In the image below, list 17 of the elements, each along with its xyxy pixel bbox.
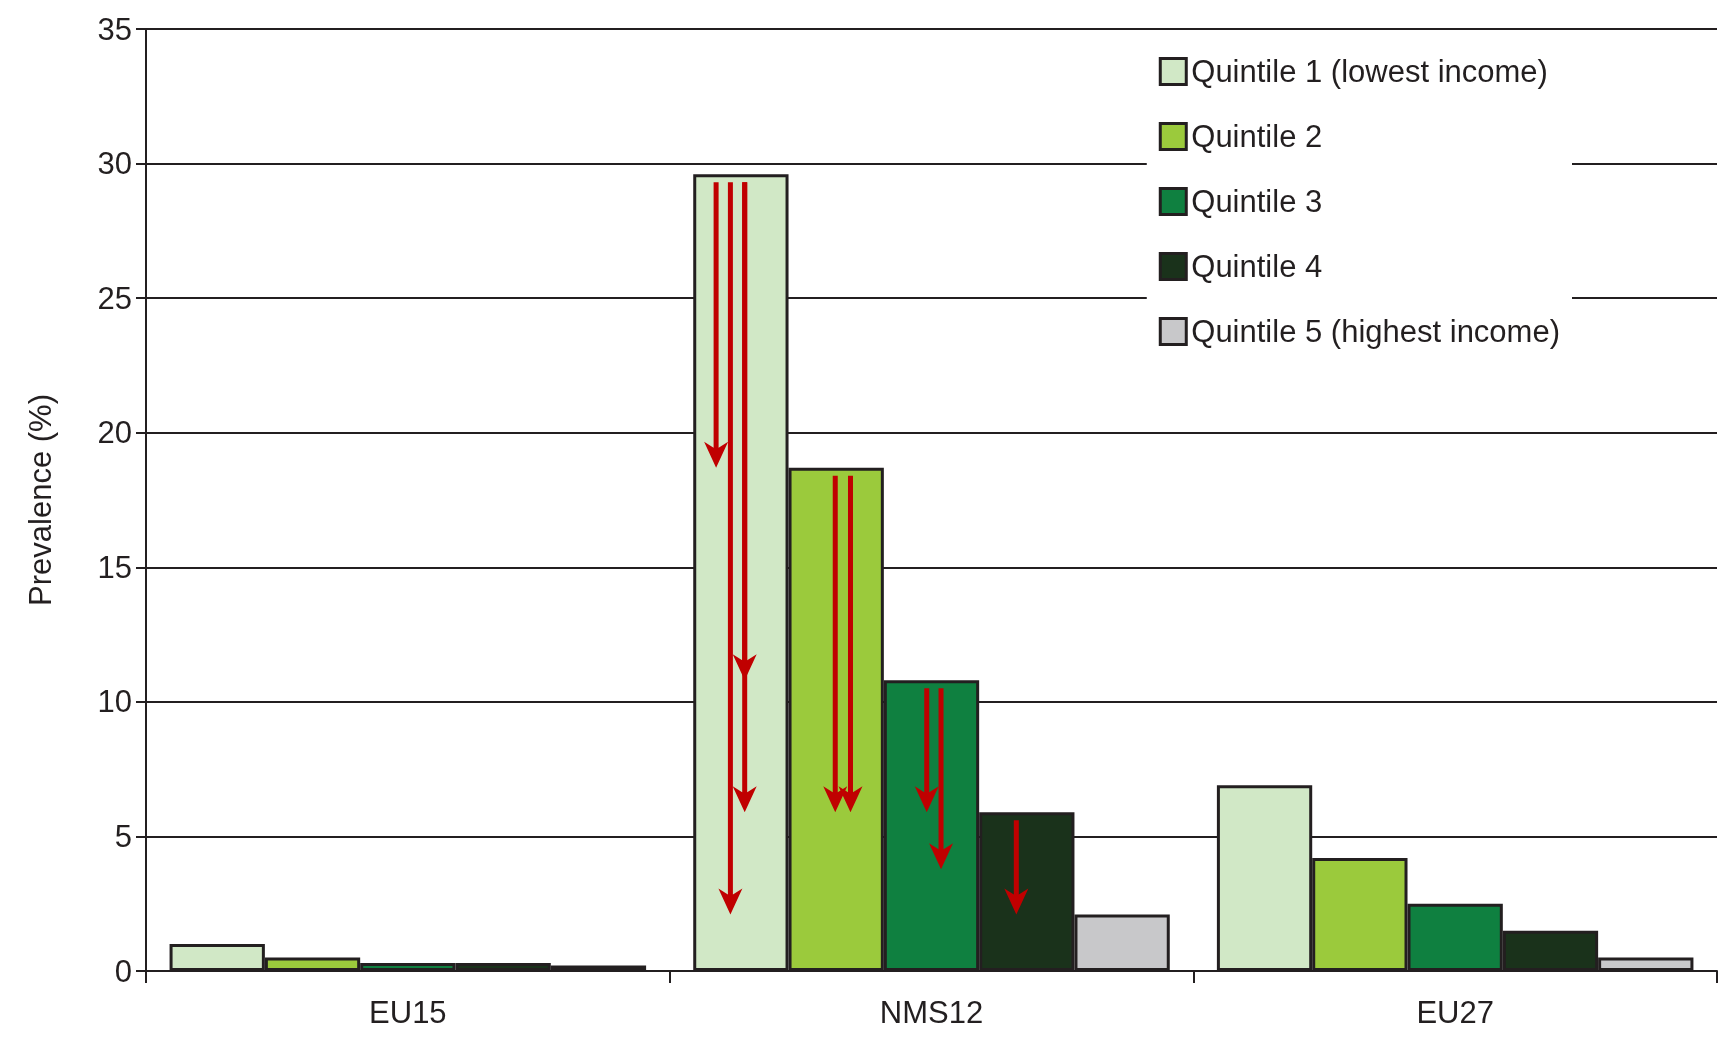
- legend-label: Quintile 4: [1191, 249, 1323, 284]
- y-tick-label: 0: [114, 953, 132, 989]
- y-tick-label: 5: [114, 818, 132, 854]
- x-tick-label: EU15: [369, 995, 447, 1030]
- y-tick-label: 25: [97, 280, 132, 316]
- x-tick-label: NMS12: [879, 995, 984, 1030]
- y-tick-label: 15: [97, 549, 132, 585]
- y-tick-label: 30: [97, 146, 132, 182]
- x-tick-label: EU27: [1416, 995, 1494, 1030]
- legend-label: Quintile 2: [1191, 119, 1323, 154]
- y-tick-label: 20: [97, 415, 132, 451]
- legend-label: Quintile 1 (lowest income): [1191, 54, 1548, 89]
- y-tick-label: 10: [97, 684, 132, 720]
- y-tick-label: 35: [97, 11, 132, 47]
- legend-label: Quintile 3: [1191, 184, 1323, 219]
- legend-label: Quintile 5 (highest income): [1191, 314, 1560, 349]
- y-axis-title: Prevalence (%): [23, 394, 58, 606]
